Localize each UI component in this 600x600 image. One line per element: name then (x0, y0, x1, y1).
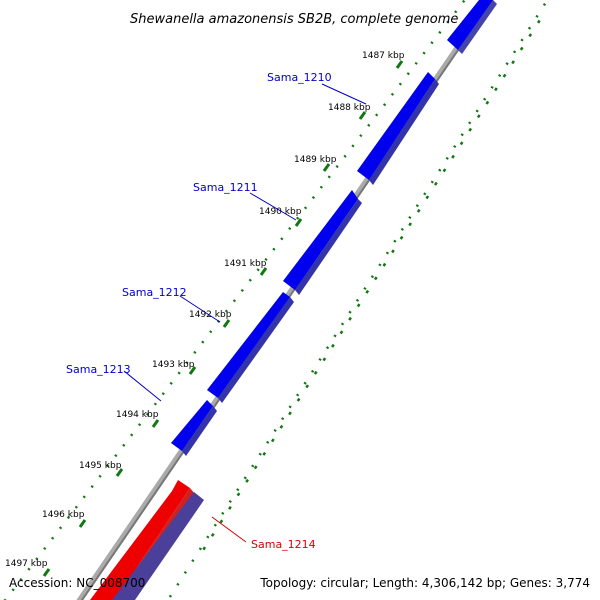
tick-label: 1496 kbp (42, 510, 85, 520)
gene-arrow-sama-1211-shade (295, 199, 362, 295)
tick-label: 1494 kbp (116, 410, 159, 420)
gene-arrow-sama-1211[interactable] (283, 190, 358, 290)
gene-label-sama-1213[interactable]: Sama_1213 (66, 363, 131, 376)
tick-marks (42, 60, 404, 577)
gene-arrow-top-shade (458, 0, 497, 54)
map-title: Shewanella amazonensis SB2B, complete ge… (130, 12, 458, 27)
tick-label: 1492 kbp (189, 310, 232, 320)
tick-labels: 1487 kbp 1488 kbp 1489 kbp 1490 kbp 1491… (5, 51, 405, 569)
tick-label: 1490 kbp (259, 207, 302, 217)
tick-label: 1493 kbp (152, 360, 195, 370)
gene-arrow-sama-1213-shade (182, 406, 217, 456)
gene-arrow-sama-1214[interactable] (90, 480, 190, 600)
tick-label: 1487 kbp (362, 51, 405, 61)
tick-label: 1488 kbp (328, 103, 371, 113)
gene-arrow-top[interactable] (447, 0, 493, 50)
gene-arrow-sama-1212[interactable] (207, 292, 290, 398)
gene-label-sama-1214[interactable]: Sama_1214 (251, 538, 316, 551)
tick-label: 1495 kbp (79, 461, 122, 471)
gene-label-sama-1211[interactable]: Sama_1211 (193, 181, 258, 194)
reverse-gene-track (90, 480, 204, 600)
tick-label: 1489 kbp (294, 155, 337, 165)
gene-arrow-sama-1212-shade (218, 297, 294, 403)
forward-gene-track (171, 0, 497, 456)
gene-arrow-sama-1213[interactable] (171, 400, 213, 451)
genome-summary: Topology: circular; Length: 4,306,142 bp… (259, 576, 590, 590)
gene-arrow-sama-1210[interactable] (357, 72, 435, 180)
reverse-track-bar (112, 492, 204, 600)
gene-label-sama-1210[interactable]: Sama_1210 (267, 71, 332, 84)
inner-dotted-track (166, 0, 549, 600)
gene-label-leaders (123, 83, 367, 543)
tick-label: 1497 kbp (5, 559, 48, 569)
gene-arrow-sama-1210-shade (369, 79, 439, 185)
tick-label: 1491 kbp (224, 259, 267, 269)
gene-label-sama-1212[interactable]: Sama_1212 (122, 286, 187, 299)
gene-labels: Sama_1210 Sama_1211 Sama_1212 Sama_1213 … (66, 71, 332, 551)
outer-dotted-track (3, 0, 467, 600)
accession-label: Accession: NC_008700 (9, 576, 145, 590)
